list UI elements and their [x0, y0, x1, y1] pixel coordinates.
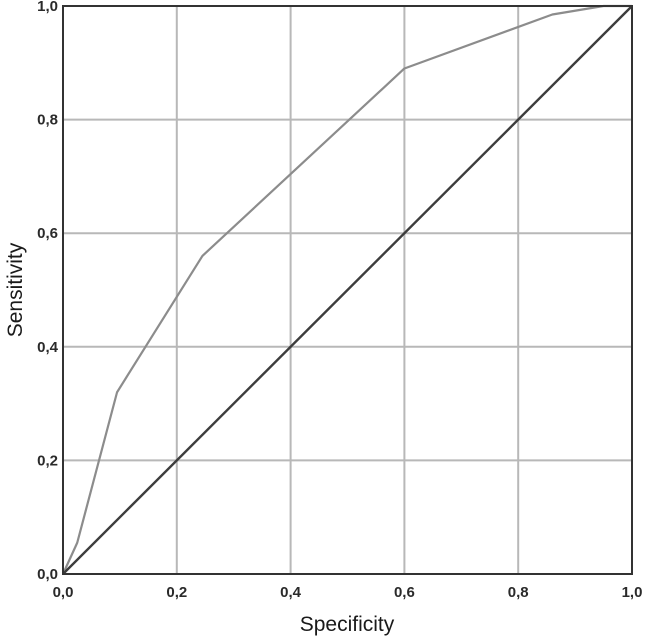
x-tick-label: 0,2: [166, 584, 187, 601]
x-tick-label: 0,6: [394, 584, 415, 601]
x-tick-label: 0,4: [280, 584, 302, 601]
reference-line: [62, 5, 633, 575]
roc-curve: [61, 4, 632, 575]
x-tick-label: 1,0: [622, 584, 643, 601]
y-axis-title: Sensitivity: [4, 242, 27, 337]
y-tick-label: 0,4: [37, 339, 59, 356]
plot-frame: [62, 5, 633, 575]
series-group: [61, 4, 633, 575]
y-tick-label: 0,2: [37, 452, 58, 469]
x-tick-label: 0,0: [53, 584, 74, 601]
y-tick-label: 1,0: [37, 0, 58, 15]
x-tick-label: 0,8: [508, 584, 529, 601]
x-axis-title: Specificity: [300, 613, 395, 636]
y-tick-label: 0,8: [37, 112, 58, 129]
y-tick-label: 0,0: [37, 566, 58, 583]
y-tick-label: 0,6: [37, 225, 58, 242]
y-axis-ticks: 0,0 0,2 0,4 0,6 0,8 1,0: [37, 0, 59, 583]
x-axis-ticks: 0,0 0,2 0,4 0,6 0,8 1,0: [53, 584, 643, 601]
